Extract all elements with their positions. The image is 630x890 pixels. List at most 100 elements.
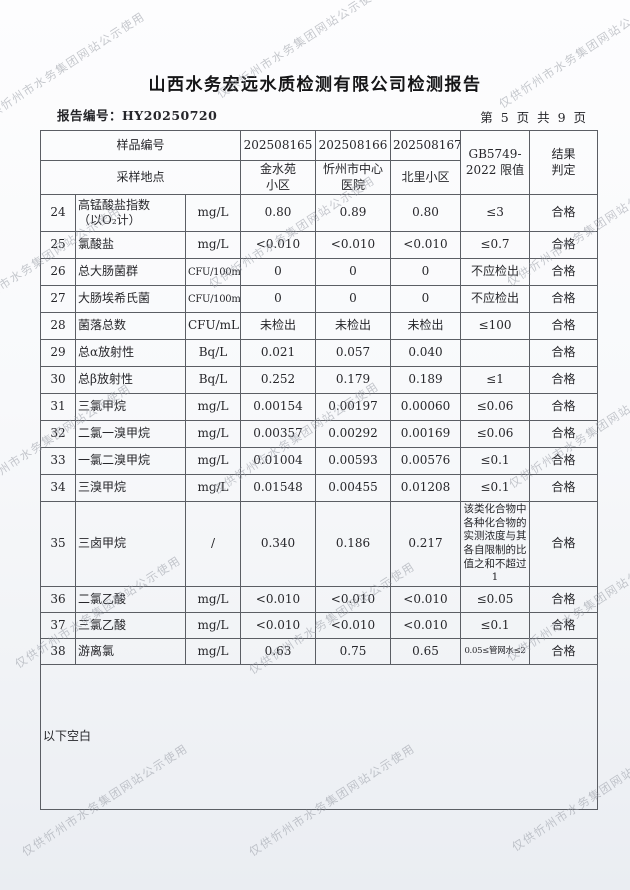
param-name: 二氯乙酸 [75,586,186,614]
value-1: 未检出 [240,312,316,341]
param-name: 氯酸盐 [75,231,186,260]
value-2: 0.00455 [315,474,391,503]
limit: 不应检出 [460,285,530,314]
value-1: 0.340 [240,501,316,588]
header-row-sample-ids: 样品编号 202508165 202508166 202508167 GB574… [40,129,598,196]
report-title: 山西水务宏远水质检测有限公司检测报告 [148,75,482,95]
unit: mg/L [185,231,241,260]
unit: mg/L [185,638,241,666]
unit: mg/L [185,612,241,640]
value-2: 未检出 [315,312,391,341]
value-1: 0.00357 [240,420,316,449]
limit: 该类化合物中各种化合物的实测浓度与其各自限制的比值之和不超过1 [460,501,530,588]
limit: ≤1 [460,366,530,395]
value-2: 0.186 [315,501,391,588]
value-2: <0.010 [315,612,391,640]
unit: mg/L [185,586,241,614]
value-3: 0.00060 [390,393,461,422]
limit: ≤100 [460,312,530,341]
value-3: 0 [390,258,461,287]
value-2: 0.057 [315,339,391,368]
value-2: <0.010 [315,586,391,614]
limit: ≤0.06 [460,420,530,449]
param-name: 高锰酸盐指数 （以O₂计） [75,194,186,233]
result: 合格 [529,339,598,368]
result: 合格 [529,447,598,476]
value-3: 0.01208 [390,474,461,503]
row-number: 33 [40,447,76,476]
value-3: 0.189 [390,366,461,395]
param-name: 总大肠菌群 [75,258,186,287]
table-row: 31 三氯甲烷 mg/L 0.00154 0.00197 0.00060 ≤0.… [40,393,598,422]
value-3: <0.010 [390,612,461,640]
limit: ≤0.1 [460,447,530,476]
param-name: 总α放射性 [75,339,186,368]
value-1: 0.80 [240,194,316,233]
value-2: 0.89 [315,194,391,233]
result: 合格 [529,285,598,314]
unit: mg/L [185,393,241,422]
result: 合格 [529,474,598,503]
unit: / [185,501,241,588]
param-name: 大肠埃希氏菌 [75,285,186,314]
row-number: 28 [40,312,76,341]
location-3: 北里小区 [390,159,461,196]
limit: ≤0.7 [460,231,530,260]
row-number: 32 [40,420,76,449]
result: 合格 [529,501,598,588]
value-3: 0.217 [390,501,461,588]
limit: ≤0.05 [460,586,530,614]
unit: CFU/mL [185,312,241,341]
param-name: 菌落总数 [75,312,186,341]
sample-id-3: 202508167 [390,130,461,161]
row-number: 27 [40,285,76,314]
row-number: 24 [40,194,76,233]
table-row: 25 氯酸盐 mg/L <0.010 <0.010 <0.010 ≤0.7 合格 [40,231,598,260]
table-row: 30 总β放射性 Bq/L 0.252 0.179 0.189 ≤1 合格 [40,366,598,395]
blank-below-note: 以下空白 [40,664,598,811]
limit [460,339,530,368]
unit: mg/L [185,194,241,233]
row-number: 35 [40,501,76,588]
value-1: 0 [240,285,316,314]
param-name: 三氯甲烷 [75,393,186,422]
param-name: 三溴甲烷 [75,474,186,503]
value-1: 0.021 [240,339,316,368]
param-name: 游离氯 [75,638,186,666]
limit: ≤3 [460,194,530,233]
value-3: 0.00576 [390,447,461,476]
result: 合格 [529,231,598,260]
value-1: <0.010 [240,586,316,614]
param-name: 一氯二溴甲烷 [75,447,186,476]
value-2: 0.00292 [315,420,391,449]
value-3: 0.040 [390,339,461,368]
value-1: 0.00154 [240,393,316,422]
sample-id-2: 202508166 [315,130,391,161]
header-row-locations: 采样地点 金水苑 小区 忻州市中心 医院 北里小区 [40,159,598,196]
value-2: 0.75 [315,638,391,666]
param-name: 三氯乙酸 [75,612,186,640]
limit: 不应检出 [460,258,530,287]
limit: ≤0.1 [460,474,530,503]
table-row: 29 总α放射性 Bq/L 0.021 0.057 0.040 合格 [40,339,598,368]
sample-id-1: 202508165 [240,130,316,161]
value-1: <0.010 [240,612,316,640]
unit: Bq/L [185,366,241,395]
table-row: 27 大肠埃希氏菌 CFU/100mL 0 0 0 不应检出 合格 [40,285,598,314]
value-3: <0.010 [390,586,461,614]
limit: ≤0.06 [460,393,530,422]
table-row: 38 游离氯 mg/L 0.63 0.75 0.65 0.05≤管网水≤2 合格 [40,638,598,666]
value-2: <0.010 [315,231,391,260]
result: 合格 [529,312,598,341]
result: 合格 [529,638,598,666]
row-number: 37 [40,612,76,640]
row-number: 25 [40,231,76,260]
table-row: 32 二氯一溴甲烷 mg/L 0.00357 0.00292 0.00169 ≤… [40,420,598,449]
value-3: 0 [390,285,461,314]
row-number: 38 [40,638,76,666]
row-number: 29 [40,339,76,368]
param-name: 总β放射性 [75,366,186,395]
value-1: 0.01548 [240,474,316,503]
unit: CFU/100mL [185,258,241,287]
